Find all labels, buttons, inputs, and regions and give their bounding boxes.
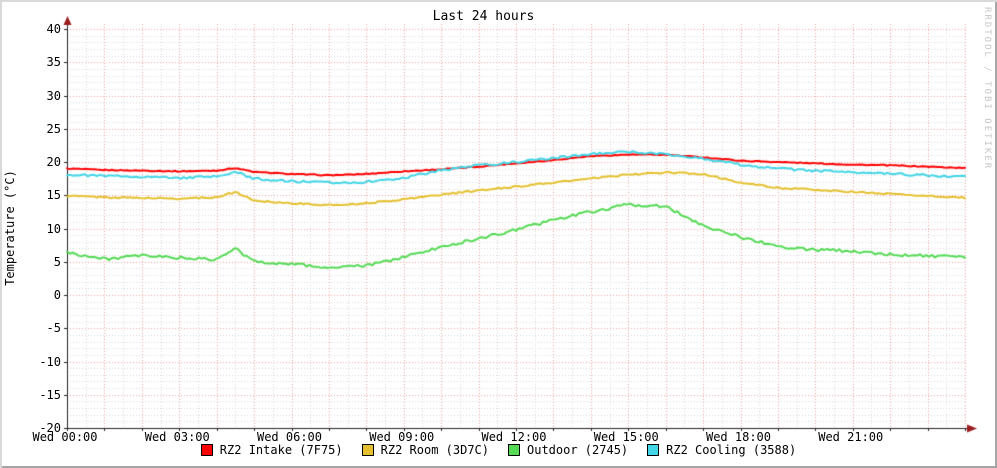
x-tick-label: Wed 09:00 (369, 430, 435, 444)
y-tick-label: -5 (46, 321, 61, 336)
legend-item: RZ2 Room (3D7C) (361, 443, 489, 457)
legend-item: Outdoor (2745) (508, 443, 628, 457)
y-tick-label: -15 (39, 387, 61, 402)
x-tick-label: Wed 00:00 (32, 430, 98, 444)
y-tick-label: -10 (39, 354, 61, 369)
chart-title: Last 24 hours (432, 9, 535, 24)
y-tick-label: 40 (46, 22, 61, 36)
legend-swatch (361, 444, 374, 456)
x-tick-label: Wed 06:00 (256, 430, 323, 444)
legend-label: RZ2 Intake (7F75) (219, 443, 343, 457)
legend-label: RZ2 Room (3D7C) (380, 443, 489, 457)
legend-label: Outdoor (2745) (527, 443, 629, 457)
legend-swatch (647, 444, 660, 456)
y-tick-label: 10 (46, 221, 61, 236)
legend-swatch (200, 444, 213, 456)
x-tick-label: Wed 15:00 (593, 430, 659, 444)
x-tick-label: Wed 03:00 (144, 430, 210, 444)
y-tick-label: 0 (53, 288, 61, 302)
y-tick-label: 20 (46, 155, 61, 169)
legend-item: RZ2 Intake (7F75) (200, 443, 343, 457)
y-tick-label: 5 (53, 254, 61, 269)
legend: RZ2 Intake (7F75) RZ2 Room (3D7C) Outdoor … (0, 443, 997, 457)
y-tick-label: -20 (39, 421, 61, 435)
y-tick-label: 25 (46, 121, 61, 136)
y-tick-label: 35 (46, 55, 61, 70)
legend-swatch (508, 444, 520, 456)
rrdtool-watermark: RRDTOOL / TOBI OETIKER (982, 7, 992, 171)
y-tick-label: 15 (46, 188, 61, 203)
x-tick-label: Wed 18:00 (705, 430, 772, 444)
legend-label: RZ2 Cooling (3588) (666, 443, 797, 457)
legend-item: RZ2 Cooling (3588) (647, 443, 796, 457)
x-tick-label: Wed 12:00 (481, 430, 547, 444)
y-tick-label: 30 (46, 88, 61, 103)
x-tick-label: Wed 21:00 (818, 430, 884, 444)
